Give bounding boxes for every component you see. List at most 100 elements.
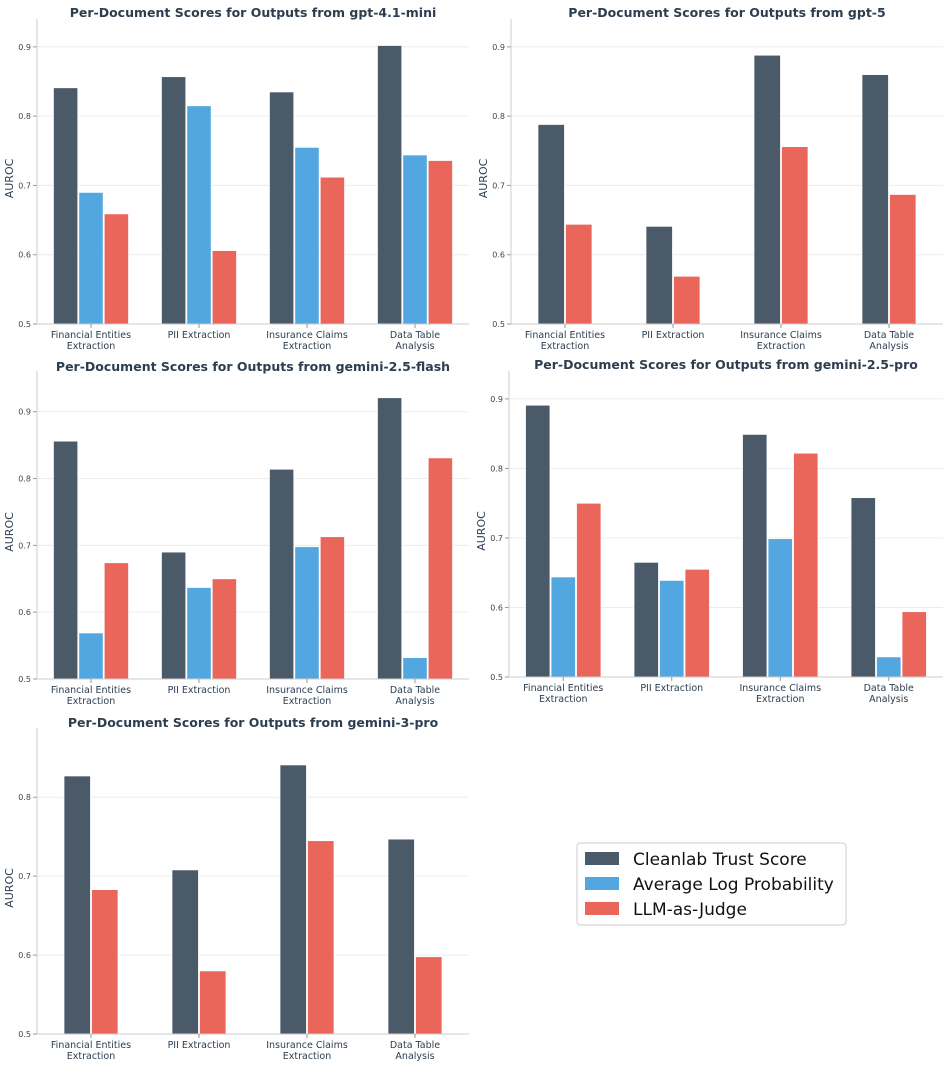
- x-tick-label: Insurance Claims: [266, 330, 348, 341]
- y-tick-label: 0.8: [18, 475, 31, 484]
- bar-llm-as-judge: [415, 956, 443, 1035]
- y-tick-label: 0.8: [18, 793, 31, 802]
- bar-cleanlab-trust-score: [269, 91, 295, 325]
- legend-label: Average Log Probability: [633, 875, 834, 895]
- y-tick-label: 0.7: [18, 872, 31, 881]
- chart-title: Per-Document Scores for Outputs from gpt…: [568, 5, 885, 20]
- x-tick-label: PII Extraction: [168, 685, 231, 696]
- subplot-4: Per-Document Scores for Outputs from gem…: [475, 357, 943, 705]
- chart-title: Per-Document Scores for Outputs from gem…: [68, 715, 439, 730]
- subplot-5: Per-Document Scores for Outputs from gem…: [3, 715, 469, 1062]
- y-tick-label: 0.7: [492, 181, 505, 190]
- bar-average-log-probability: [767, 538, 793, 678]
- y-axis-label: AUROC: [477, 158, 490, 198]
- bar-cleanlab-trust-score: [387, 838, 415, 1035]
- bar-llm-as-judge: [673, 275, 701, 325]
- x-tick-label: Extraction: [67, 1051, 116, 1062]
- x-tick-label: PII Extraction: [642, 330, 705, 341]
- legend-swatch: [585, 852, 619, 865]
- bar-average-log-probability: [186, 587, 212, 680]
- legend-swatch: [585, 877, 619, 890]
- x-tick-label: PII Extraction: [168, 1040, 231, 1051]
- x-tick-label: Extraction: [67, 696, 116, 707]
- legend-label: Cleanlab Trust Score: [633, 850, 807, 870]
- chart-title: Per-Document Scores for Outputs from gpt…: [70, 5, 437, 20]
- x-tick-label: Extraction: [283, 341, 332, 352]
- bar-llm-as-judge: [307, 840, 335, 1035]
- bar-average-log-probability: [876, 656, 902, 678]
- bar-llm-as-judge: [199, 970, 227, 1035]
- x-tick-label: Analysis: [395, 696, 434, 707]
- bar-average-log-probability: [402, 154, 428, 325]
- y-tick-label: 0.6: [492, 251, 505, 260]
- bar-average-log-probability: [78, 632, 104, 680]
- y-tick-label: 0.6: [18, 951, 31, 960]
- x-tick-label: Data Table: [390, 685, 440, 696]
- bar-average-log-probability: [659, 579, 685, 678]
- subplot-1: Per-Document Scores for Outputs from gpt…: [3, 5, 469, 352]
- x-tick-label: Analysis: [395, 341, 434, 352]
- x-tick-label: Analysis: [869, 341, 908, 352]
- legend-swatch: [585, 902, 619, 915]
- x-tick-label: Data Table: [864, 330, 914, 341]
- bar-llm-as-judge: [684, 568, 710, 678]
- bar-llm-as-judge: [901, 611, 927, 678]
- x-tick-label: Extraction: [283, 1051, 332, 1062]
- bar-cleanlab-trust-score: [377, 45, 403, 325]
- bar-llm-as-judge: [91, 889, 119, 1035]
- bar-cleanlab-trust-score: [633, 561, 659, 678]
- bar-llm-as-judge: [319, 176, 345, 325]
- bar-cleanlab-trust-score: [279, 764, 307, 1035]
- bar-cleanlab-trust-score: [537, 124, 565, 325]
- y-axis-label: AUROC: [475, 511, 488, 551]
- x-tick-label: Financial Entities: [51, 685, 131, 696]
- x-tick-label: Insurance Claims: [266, 685, 348, 696]
- x-tick-label: Extraction: [756, 694, 805, 705]
- bar-llm-as-judge: [565, 223, 593, 325]
- bar-cleanlab-trust-score: [161, 76, 187, 325]
- bar-llm-as-judge: [889, 194, 917, 325]
- y-tick-label: 0.8: [490, 464, 503, 473]
- y-tick-label: 0.6: [18, 251, 31, 260]
- x-tick-label: Data Table: [390, 1040, 440, 1051]
- y-tick-label: 0.6: [18, 608, 31, 617]
- bar-llm-as-judge: [793, 452, 819, 678]
- bar-cleanlab-trust-score: [53, 87, 79, 325]
- y-tick-label: 0.9: [490, 395, 503, 404]
- bar-llm-as-judge: [781, 146, 809, 325]
- bar-llm-as-judge: [427, 457, 453, 680]
- y-tick-label: 0.8: [18, 112, 31, 121]
- legend: Cleanlab Trust Score Average Log Probabil…: [576, 842, 847, 926]
- y-tick-label: 0.8: [492, 112, 505, 121]
- bar-average-log-probability: [402, 657, 428, 680]
- y-tick-label: 0.6: [490, 603, 503, 612]
- bar-llm-as-judge: [319, 536, 345, 680]
- x-tick-label: Extraction: [541, 341, 590, 352]
- x-tick-label: PII Extraction: [168, 330, 231, 341]
- bar-average-log-probability: [294, 546, 320, 680]
- x-tick-label: Analysis: [395, 1051, 434, 1062]
- bar-cleanlab-trust-score: [269, 468, 295, 680]
- legend-box: [576, 842, 847, 926]
- bar-average-log-probability: [550, 576, 576, 678]
- x-tick-label: Extraction: [283, 696, 332, 707]
- x-tick-label: Financial Entities: [51, 330, 131, 341]
- bar-cleanlab-trust-score: [63, 775, 91, 1035]
- y-tick-label: 0.9: [492, 43, 505, 52]
- x-tick-label: Insurance Claims: [266, 1040, 348, 1051]
- x-tick-label: Insurance Claims: [740, 330, 822, 341]
- x-tick-label: Data Table: [864, 683, 914, 694]
- y-tick-label: 0.5: [18, 1030, 31, 1039]
- bar-llm-as-judge: [427, 160, 453, 325]
- bar-cleanlab-trust-score: [171, 869, 199, 1035]
- bar-llm-as-judge: [103, 562, 129, 680]
- bar-average-log-probability: [294, 146, 320, 325]
- x-tick-label: Financial Entities: [51, 1040, 131, 1051]
- x-tick-label: PII Extraction: [640, 683, 703, 694]
- x-tick-label: Insurance Claims: [739, 683, 821, 694]
- bar-average-log-probability: [186, 105, 212, 325]
- y-tick-label: 0.9: [18, 43, 31, 52]
- subplot-2: Per-Document Scores for Outputs from gpt…: [477, 5, 943, 352]
- y-tick-label: 0.9: [18, 408, 31, 417]
